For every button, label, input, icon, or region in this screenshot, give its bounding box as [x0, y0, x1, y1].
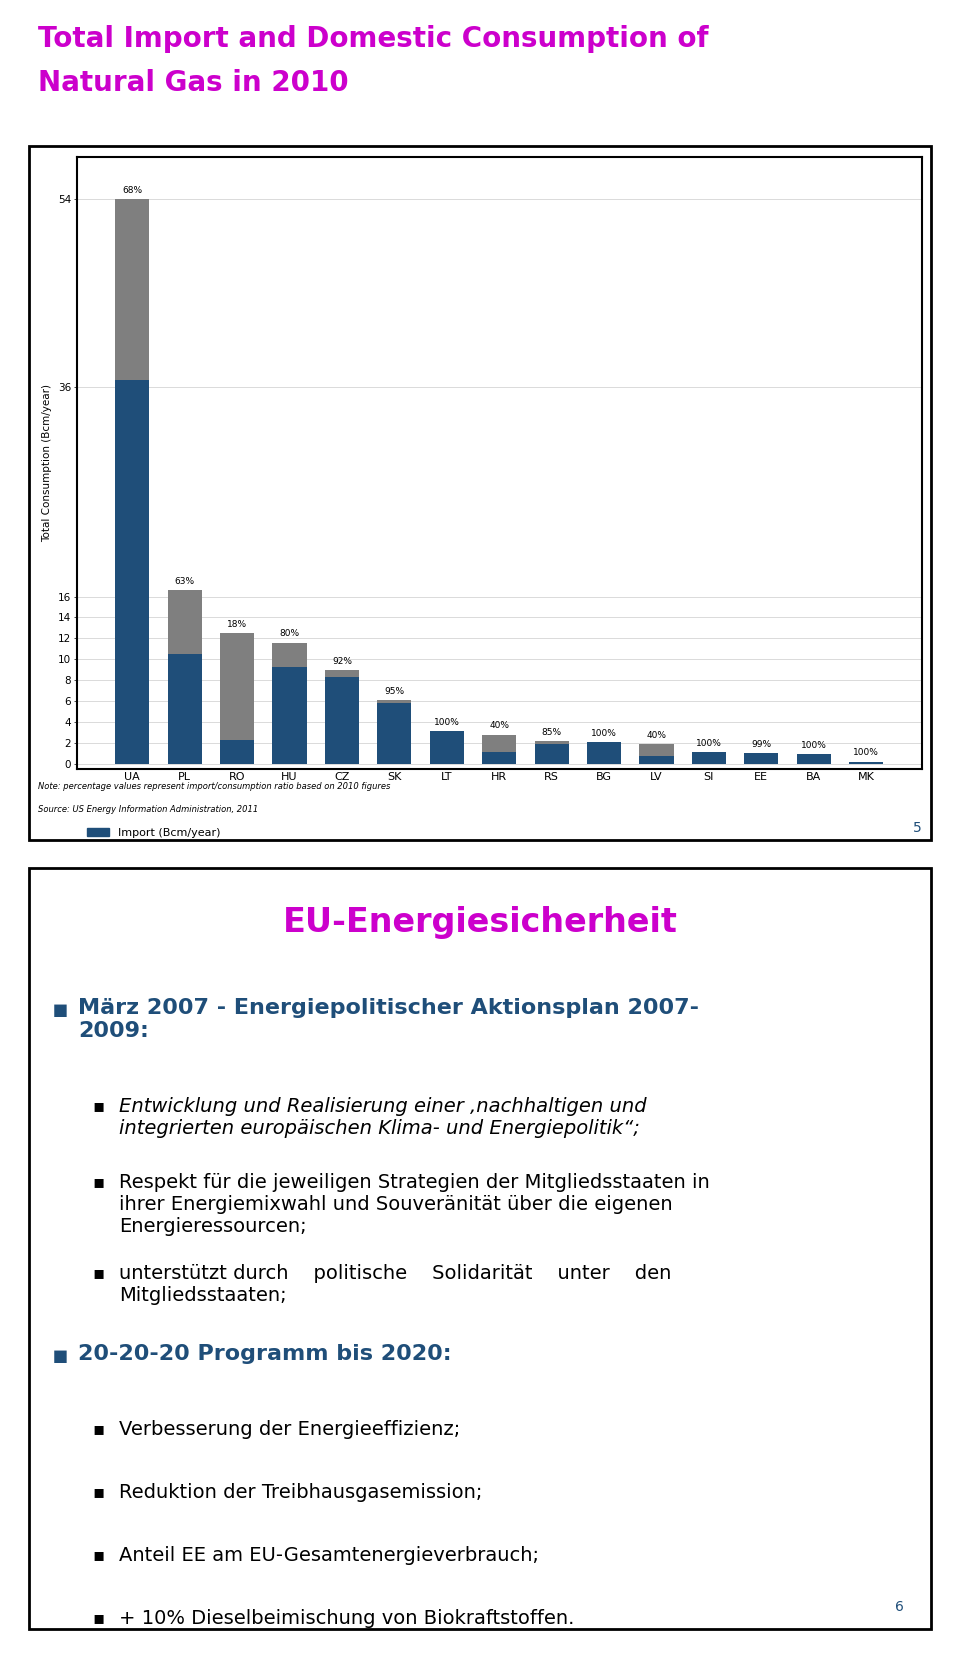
Text: ▪: ▪ [52, 997, 68, 1022]
Bar [168, 653, 202, 764]
Bar [744, 753, 779, 764]
Text: ▪: ▪ [92, 1484, 105, 1502]
Text: ▪: ▪ [92, 1546, 105, 1565]
Text: Source: US Energy Information Administration, 2011: Source: US Energy Information Administra… [38, 805, 258, 814]
Text: 92%: 92% [332, 657, 352, 665]
Text: 18%: 18% [227, 620, 247, 629]
Text: EU-Energiesicherheit: EU-Energiesicherheit [282, 906, 678, 939]
Text: Verbesserung der Energieeffizienz;: Verbesserung der Energieeffizienz; [119, 1419, 460, 1439]
Text: März 2007 - Energiepolitischer Aktionsplan 2007-
2009:: März 2007 - Energiepolitischer Aktionspl… [79, 997, 700, 1040]
Bar [324, 670, 359, 676]
Text: 63%: 63% [175, 577, 195, 586]
Bar [587, 743, 621, 764]
Bar [115, 380, 149, 764]
Text: 100%: 100% [801, 741, 827, 749]
Bar [220, 633, 254, 741]
Text: Note: percentage values represent import/consumption ratio based on 2010 figures: Note: percentage values represent import… [38, 782, 391, 791]
Text: Total Import and Domestic Consumption of: Total Import and Domestic Consumption of [38, 25, 709, 53]
Text: Respekt für die jeweiligen Strategien der Mitgliedsstaaten in
ihrer Energiemixwa: Respekt für die jeweiligen Strategien de… [119, 1173, 709, 1236]
Text: 85%: 85% [541, 728, 562, 736]
Text: ▪: ▪ [92, 1264, 105, 1282]
Bar [273, 642, 306, 667]
Bar [324, 676, 359, 764]
Bar [168, 590, 202, 653]
Bar [482, 753, 516, 764]
Bar [692, 753, 726, 764]
Text: 6: 6 [896, 1599, 904, 1614]
Text: + 10% Dieselbeimischung von Biokraftstoffen.: + 10% Dieselbeimischung von Biokraftstof… [119, 1609, 574, 1629]
Bar [850, 761, 883, 764]
Text: 40%: 40% [646, 731, 666, 739]
Bar [639, 744, 674, 756]
Text: 100%: 100% [696, 739, 722, 748]
Bar [220, 741, 254, 764]
Text: 99%: 99% [752, 739, 772, 749]
Text: 100%: 100% [434, 718, 460, 728]
Legend: Import (Bcm/year): Import (Bcm/year) [83, 824, 225, 842]
Bar [115, 198, 149, 380]
Bar [639, 756, 674, 764]
Bar [535, 741, 568, 744]
Text: 20-20-20 Programm bis 2020:: 20-20-20 Programm bis 2020: [79, 1343, 452, 1365]
Text: Entwicklung und Realisierung einer ‚nachhaltigen und
integrierten europäischen K: Entwicklung und Realisierung einer ‚nach… [119, 1097, 647, 1138]
Bar [273, 667, 306, 764]
Text: Anteil EE am EU-Gesamtenergieverbrauch;: Anteil EE am EU-Gesamtenergieverbrauch; [119, 1546, 540, 1565]
Text: unterstützt durch    politische    Solidarität    unter    den
Mitgliedsstaaten;: unterstützt durch politische Solidarität… [119, 1264, 671, 1305]
Bar [430, 731, 464, 764]
Text: ▪: ▪ [92, 1173, 105, 1191]
Text: 40%: 40% [490, 721, 509, 731]
Text: 100%: 100% [853, 748, 879, 758]
Bar [377, 700, 412, 703]
Text: ▪: ▪ [92, 1419, 105, 1437]
Text: 68%: 68% [122, 185, 142, 195]
Text: 100%: 100% [591, 729, 617, 738]
Bar [377, 703, 412, 764]
Text: ▪: ▪ [52, 1343, 68, 1368]
Bar [535, 744, 568, 764]
Text: Reduktion der Treibhausgasemission;: Reduktion der Treibhausgasemission; [119, 1484, 483, 1502]
Bar [797, 754, 830, 764]
Text: 95%: 95% [384, 686, 404, 696]
Text: Natural Gas in 2010: Natural Gas in 2010 [38, 69, 349, 98]
Text: ▪: ▪ [92, 1609, 105, 1628]
Text: 80%: 80% [279, 629, 300, 638]
Bar [482, 734, 516, 753]
Y-axis label: Total Consumption (Bcm/year): Total Consumption (Bcm/year) [42, 384, 53, 543]
Text: 5: 5 [913, 822, 922, 835]
Text: ▪: ▪ [92, 1097, 105, 1115]
